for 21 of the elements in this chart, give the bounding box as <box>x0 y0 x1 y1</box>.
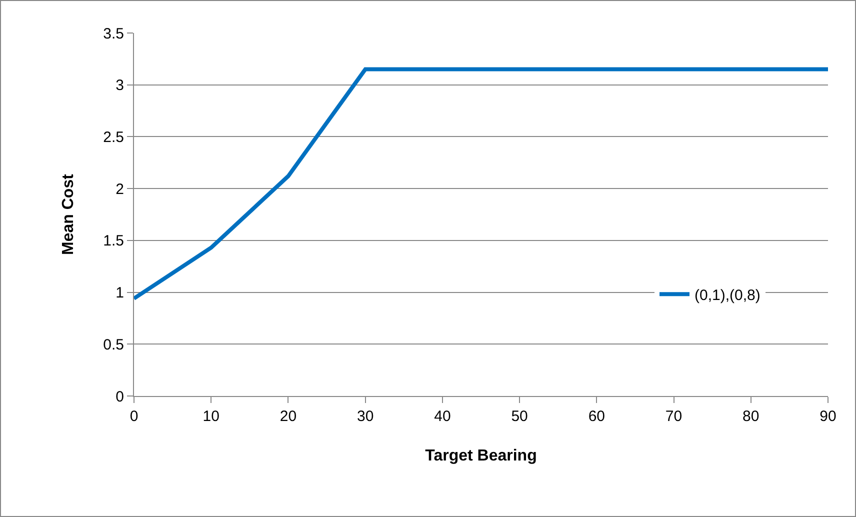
y-tick-label: 0 <box>116 388 124 406</box>
y-tick-label: 0.5 <box>103 336 124 354</box>
x-tick-label: 0 <box>130 408 138 425</box>
x-tick-label: 60 <box>588 408 606 425</box>
y-tick-label: 3.5 <box>103 25 124 42</box>
y-tick-label: 1 <box>116 284 124 302</box>
x-tick-label: 80 <box>742 408 760 425</box>
x-tick-label: 40 <box>434 408 451 425</box>
x-tick-label: 70 <box>665 408 682 425</box>
y-axis-title: Mean Cost <box>60 173 78 255</box>
x-tick-label: 50 <box>511 408 528 425</box>
legend-label: (0,1),(0,8) <box>694 286 760 304</box>
y-tick-label: 2 <box>116 180 124 198</box>
y-tick-label: 1.5 <box>103 232 124 250</box>
y-tick-label: 3 <box>116 77 124 94</box>
x-tick-label: 90 <box>820 408 836 425</box>
y-tick-label: 2.5 <box>103 128 124 146</box>
x-tick-label: 30 <box>356 408 374 425</box>
x-tick-label: 20 <box>280 408 297 425</box>
x-axis-title: Target Bearing <box>425 448 537 465</box>
x-tick-label: 10 <box>202 408 220 425</box>
